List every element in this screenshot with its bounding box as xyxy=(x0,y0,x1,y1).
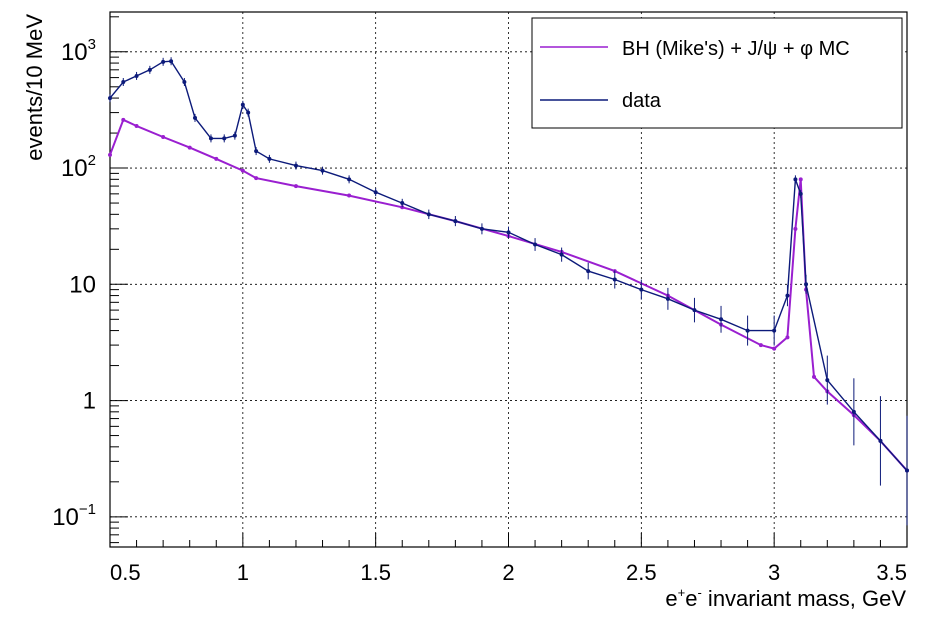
mc-point xyxy=(347,193,352,198)
legend-label-data: data xyxy=(622,90,662,112)
data-point xyxy=(267,156,272,161)
data-point xyxy=(798,191,803,196)
data-point xyxy=(804,282,809,287)
data-point xyxy=(182,79,187,84)
x-tick-label: 2.5 xyxy=(626,560,657,585)
data-point xyxy=(506,230,511,235)
data-point xyxy=(293,163,298,168)
data-point xyxy=(193,115,198,120)
data-point xyxy=(612,277,617,282)
mc-point xyxy=(798,177,803,182)
data-point xyxy=(426,212,431,217)
data-point xyxy=(825,378,830,383)
y-axis-title: events/10 MeV xyxy=(22,14,47,161)
mc-point xyxy=(161,135,166,140)
data-series xyxy=(108,57,909,526)
data-point xyxy=(121,79,126,84)
axis-ticks: 0.5 1 1.5 2 2.5 3 3.5 10−1 1 10 102 103 xyxy=(52,16,908,585)
data-point xyxy=(232,133,237,138)
y-tick-label: 1 xyxy=(83,388,96,415)
data-point xyxy=(169,59,174,64)
data-point xyxy=(320,168,325,173)
legend-box xyxy=(531,17,903,129)
data-point xyxy=(533,242,538,247)
mc-point xyxy=(214,156,219,161)
data-point xyxy=(793,177,798,182)
legend: BH (Mike's) + J/ψ + φ MC data xyxy=(531,17,903,129)
data-point xyxy=(147,67,152,72)
data-point xyxy=(559,252,564,257)
x-tick-label: 1 xyxy=(237,560,249,585)
data-point xyxy=(772,328,777,333)
data-point xyxy=(400,201,405,206)
mc-point xyxy=(240,168,245,173)
data-point xyxy=(222,136,227,141)
data-point xyxy=(745,328,750,333)
y-tick-label: 102 xyxy=(61,152,96,182)
x-tick-label: 3 xyxy=(768,560,780,585)
mc-point xyxy=(108,152,112,157)
data-point xyxy=(246,110,251,115)
mc-point xyxy=(134,124,139,129)
data-point xyxy=(453,219,458,224)
grid-lines xyxy=(110,12,907,547)
mc-point xyxy=(293,184,298,189)
x-tick-label: 0.5 xyxy=(110,560,141,585)
y-tick-label: 10−1 xyxy=(52,501,96,531)
data-point xyxy=(719,317,724,322)
mc-point xyxy=(785,335,790,340)
mc-point xyxy=(187,145,192,150)
data-point xyxy=(208,136,213,141)
mc-point xyxy=(812,374,817,379)
mc-series-line xyxy=(109,118,908,472)
data-point xyxy=(851,409,856,414)
y-tick-label: 10 xyxy=(69,271,96,298)
legend-label-mc: BH (Mike's) + J/ψ + φ MC xyxy=(622,38,850,60)
data-point xyxy=(240,102,245,107)
y-tick-label: 103 xyxy=(61,36,96,66)
data-point xyxy=(905,468,909,473)
mc-point xyxy=(772,346,777,351)
data-point xyxy=(108,96,112,101)
x-tick-label: 3.5 xyxy=(876,560,907,585)
data-point xyxy=(785,293,790,298)
data-point xyxy=(665,296,670,301)
data-point xyxy=(639,287,644,292)
mc-point xyxy=(793,226,798,231)
data-series-line xyxy=(109,60,908,472)
data-point xyxy=(373,190,378,195)
x-tick-label: 1.5 xyxy=(360,560,391,585)
data-point xyxy=(586,269,591,274)
data-point xyxy=(692,308,697,313)
data-point xyxy=(347,177,352,182)
mc-point xyxy=(121,117,126,122)
mc-point xyxy=(254,176,259,181)
x-tick-label: 2 xyxy=(502,560,514,585)
mc-point xyxy=(758,343,763,348)
data-point xyxy=(479,226,484,231)
data-point xyxy=(878,438,883,443)
data-point xyxy=(161,59,166,64)
x-axis-title: e+e- invariant mass, GeV xyxy=(665,585,906,611)
data-point xyxy=(134,73,139,78)
data-point xyxy=(254,149,259,154)
